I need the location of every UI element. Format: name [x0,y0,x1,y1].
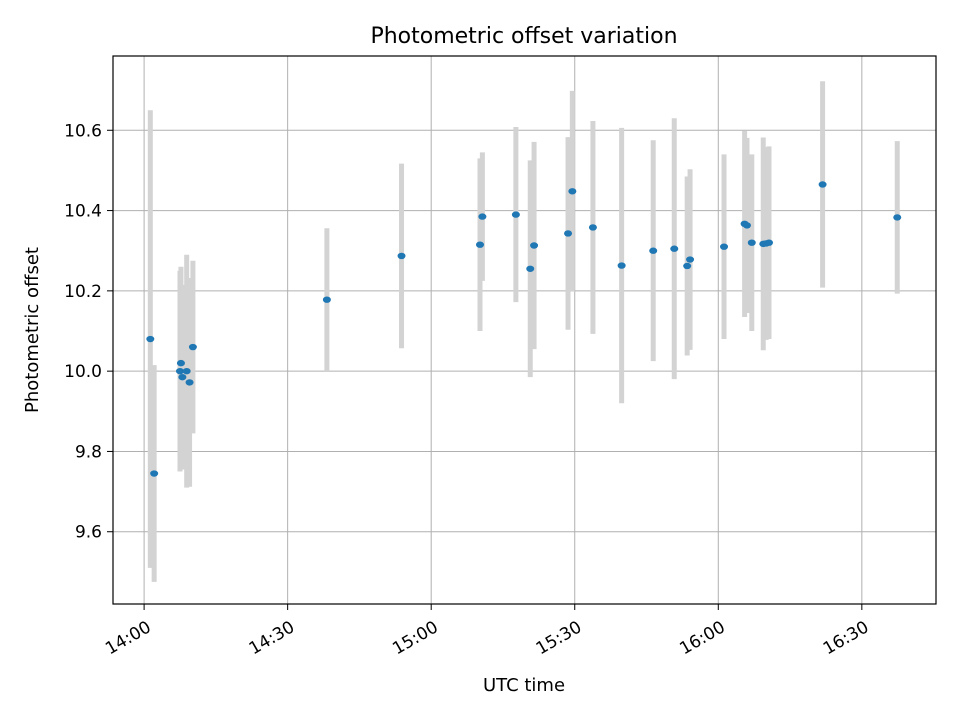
data-point [526,265,535,272]
data-point [568,188,577,195]
data-point [720,243,729,250]
data-point [476,241,485,248]
error-bars [147,81,900,582]
data-point [322,296,331,303]
data-point [617,262,626,269]
data-point [683,262,692,270]
y-tick-label: 10.0 [64,362,102,382]
data-point [818,181,827,188]
plot-frame [112,55,937,605]
data-point [765,239,774,246]
x-tick-label: 14:00 [102,617,154,659]
data-point [185,379,194,386]
data-point [670,245,679,252]
x-tick-label: 14:30 [246,617,298,659]
data-point [178,373,187,381]
data-point [893,214,902,221]
data-point [146,335,155,343]
data-point [478,213,487,220]
data-point [686,256,695,263]
x-tick-label: 16:00 [676,617,728,659]
data-point [397,252,406,260]
y-tick-label: 10.4 [64,202,102,222]
y-tick-label: 10.2 [64,282,102,302]
y-tick-label: 9.6 [75,523,102,543]
data-points [146,181,902,477]
x-tick-label: 16:30 [820,617,872,659]
y-tick-label: 10.6 [64,121,102,141]
data-point [150,470,159,477]
grid-lines [113,56,936,604]
y-axis-ticks: 9.6 9.8 10.0 10.2 10.4 10.6 [64,121,113,543]
data-point [742,222,751,229]
x-axis-ticks: 14:00 14:30 15:00 15:30 16:00 16:30 [102,604,872,659]
data-point [649,247,658,254]
y-axis-label: Photometric offset [22,247,43,413]
data-point [188,343,197,351]
x-tick-label: 15:00 [389,617,441,659]
chart-title: Photometric offset variation [370,24,677,49]
data-point [564,230,573,237]
data-point [175,367,184,375]
data-point [530,242,539,249]
data-point [588,224,597,231]
data-point [176,359,185,367]
data-point [182,367,191,375]
x-axis-label: UTC time [483,675,565,696]
data-point [747,239,756,246]
x-tick-label: 15:30 [533,617,585,659]
data-point [511,211,520,218]
y-tick-label: 9.8 [75,442,102,462]
